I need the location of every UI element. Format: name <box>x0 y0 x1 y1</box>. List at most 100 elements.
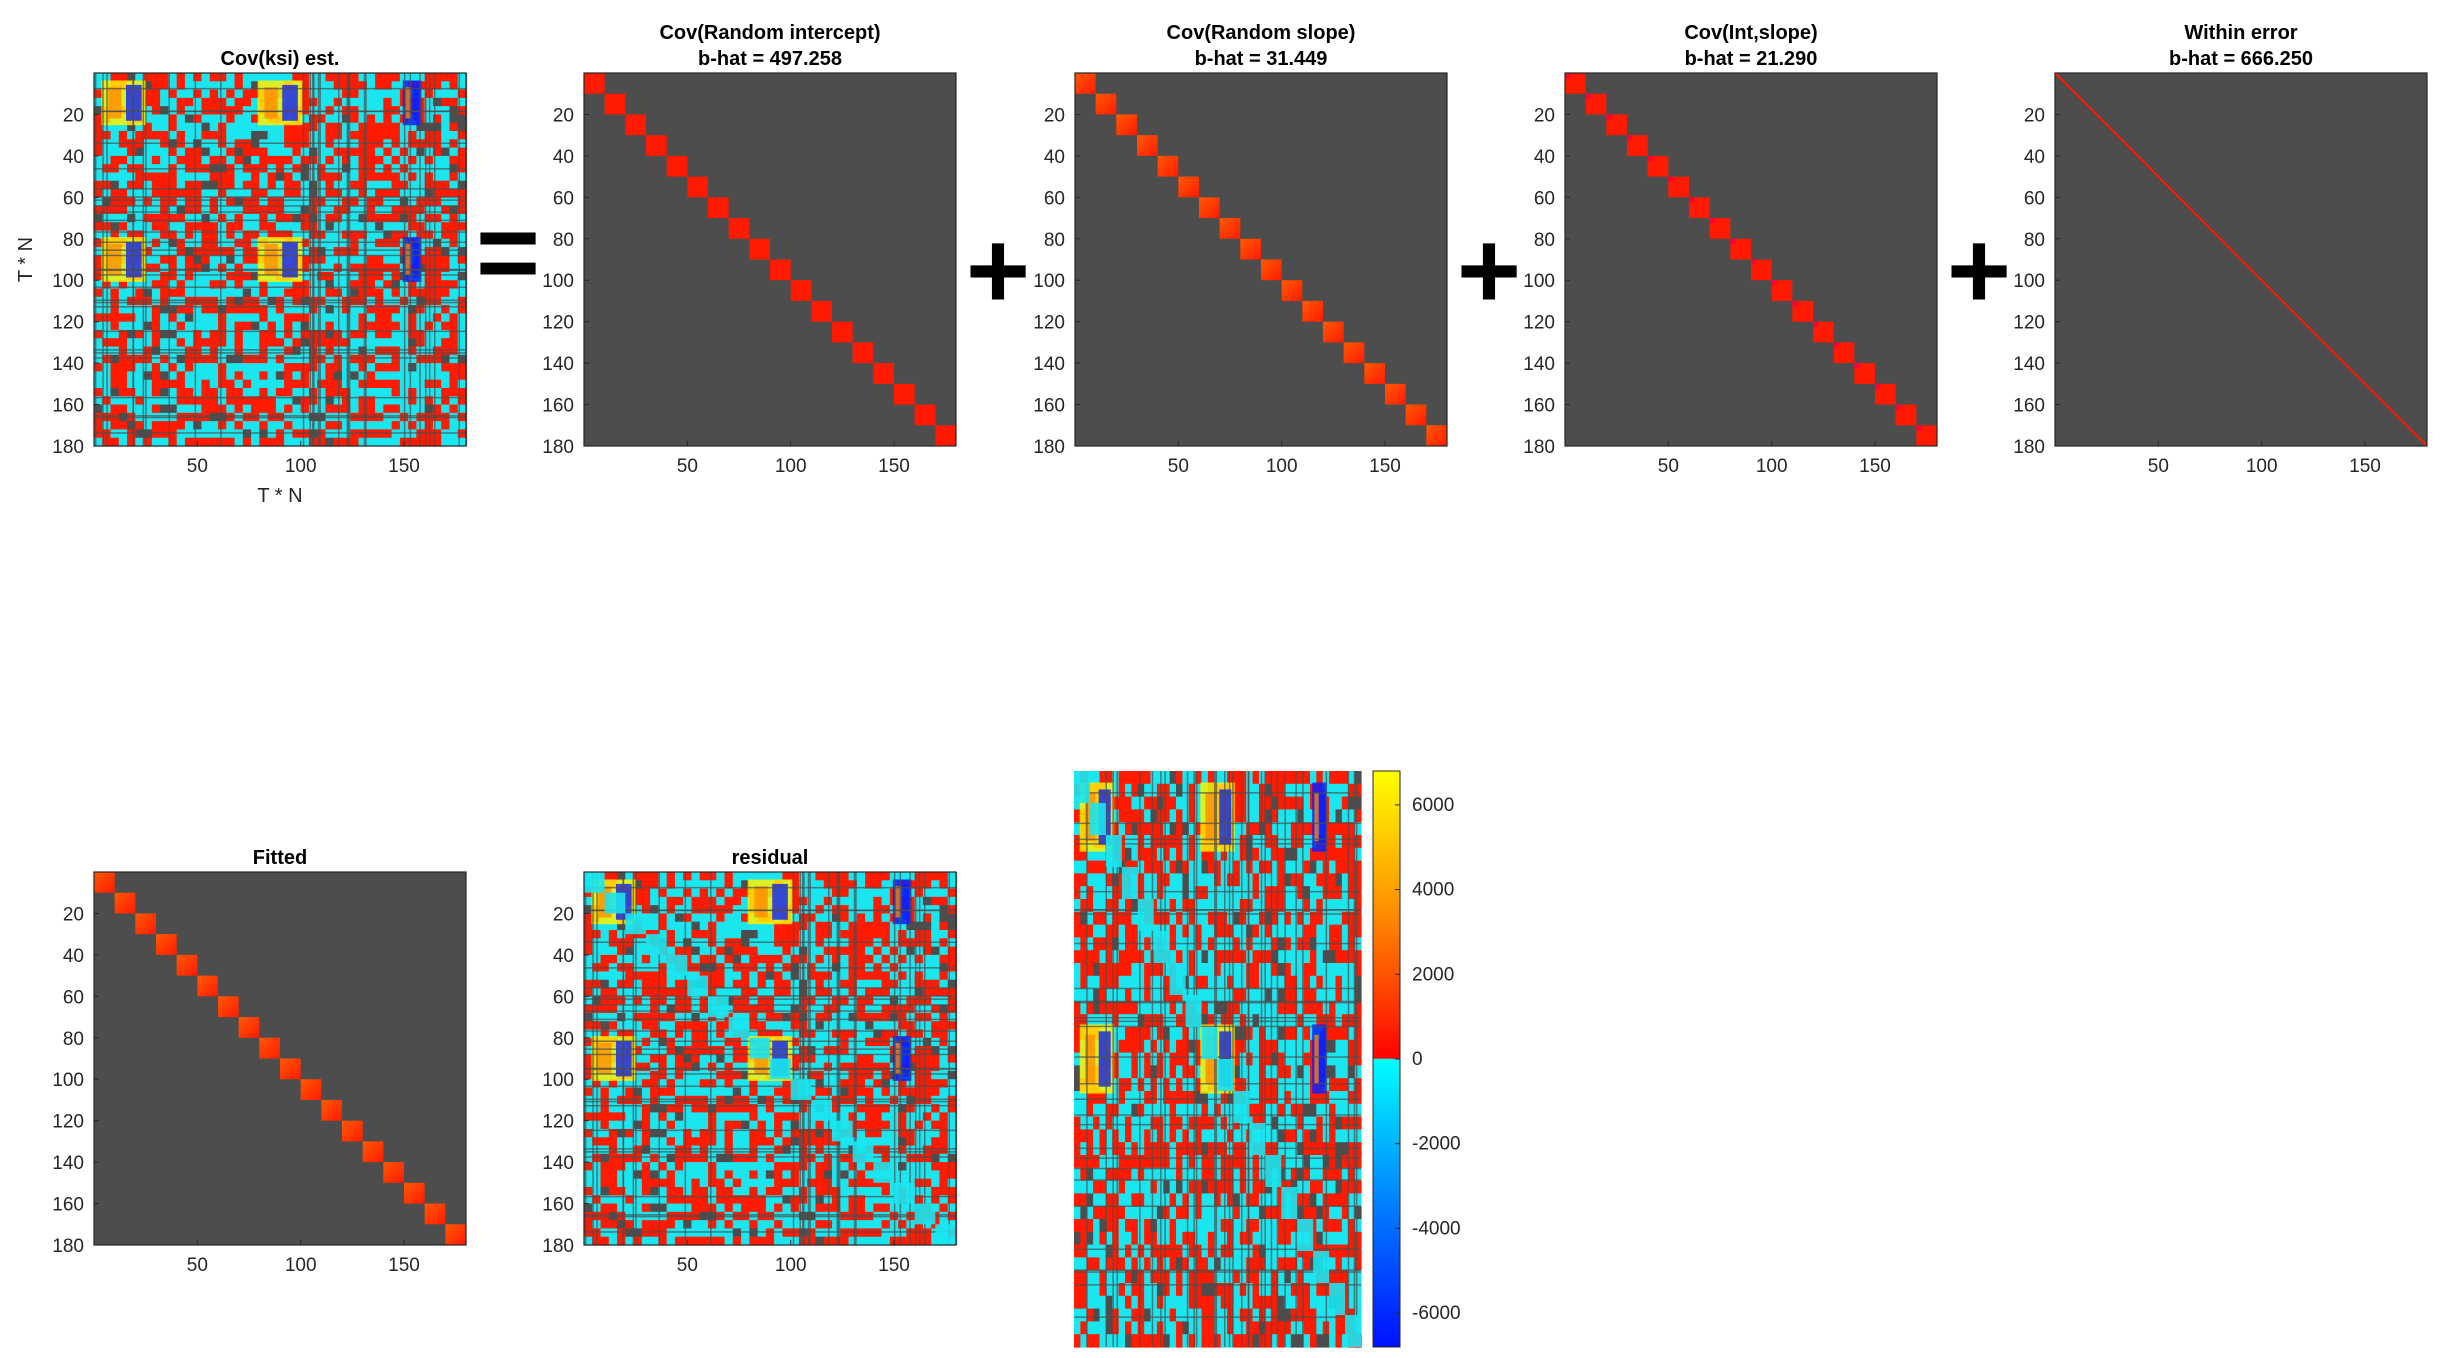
heatmap-cells <box>584 872 958 1246</box>
block <box>362 1141 384 1163</box>
x-tick-label: 100 <box>775 1255 807 1276</box>
block <box>1075 73 1096 94</box>
block <box>238 1017 260 1038</box>
y-tick-label: 80 <box>553 1029 574 1050</box>
block <box>1771 280 1777 286</box>
y-tick-label: 60 <box>63 987 84 1008</box>
block <box>728 218 750 239</box>
block <box>1833 342 1855 364</box>
y-tick-label: 20 <box>63 904 84 925</box>
x-axis-label: T * N <box>257 485 302 507</box>
block <box>1219 218 1241 239</box>
x-tick-label: 100 <box>1266 456 1298 477</box>
chart-title: residual <box>732 847 809 869</box>
block <box>1689 197 1695 203</box>
y-tick-label: 40 <box>553 147 574 168</box>
chart-title: b-hat = 497.258 <box>698 48 842 70</box>
block <box>666 155 688 177</box>
x-tick-label: 100 <box>2246 456 2278 477</box>
block <box>1895 404 1901 410</box>
x-tick-label: 50 <box>187 456 208 477</box>
chart-title: Cov(Int,slope) <box>1684 22 1817 44</box>
block <box>1405 404 1427 426</box>
block <box>218 996 239 1018</box>
equals-sign: = <box>476 191 540 314</box>
y-tick-label: 20 <box>553 105 574 126</box>
block <box>1261 259 1282 281</box>
y-tick-label: 60 <box>2024 188 2045 209</box>
heatmap-cells <box>2054 72 2428 447</box>
block <box>197 975 218 997</box>
block <box>259 1037 280 1059</box>
chart-title: Cov(Random intercept) <box>659 22 880 44</box>
x-tick-label: 50 <box>677 1255 698 1276</box>
block <box>873 363 894 384</box>
y-tick-label: 20 <box>553 904 574 925</box>
block <box>811 300 832 322</box>
colorbar: 6000 4000 2000 0 -2000 -4000 -6000 <box>1372 770 1461 1348</box>
block <box>1813 321 1819 327</box>
y-tick-label: 160 <box>52 396 84 417</box>
y-tick-label: 20 <box>2024 105 2045 126</box>
x-tick-label: 150 <box>388 1255 420 1276</box>
block <box>832 321 853 343</box>
block <box>1813 321 1834 343</box>
y-tick-label: 140 <box>2013 354 2045 375</box>
block <box>1137 135 1158 156</box>
y-tick-label: 160 <box>1033 396 1065 417</box>
y-tick-label: 120 <box>2013 313 2045 334</box>
block <box>176 954 198 976</box>
block <box>894 383 915 405</box>
y-tick-label: 180 <box>2013 437 2045 458</box>
colorbar-tick-label: 6000 <box>1412 795 1454 816</box>
plus-sign: + <box>966 209 1030 332</box>
x-tick-label: 150 <box>388 456 420 477</box>
block <box>935 425 956 446</box>
colorbar-tick-label: 2000 <box>1412 964 1454 985</box>
block <box>1854 363 1875 384</box>
y-tick-label: 160 <box>2013 396 2045 417</box>
heatmap-panel-8 <box>1074 771 1362 1348</box>
heatmap-panel-5: 20 40 60 80 100 120 140 160 180 50 100 150 Within er… <box>2013 22 2428 477</box>
x-tick-label: 150 <box>878 1255 910 1276</box>
x-tick-label: 50 <box>1658 456 1679 477</box>
y-tick-label: 80 <box>1044 230 1065 251</box>
block <box>1199 197 1220 219</box>
block <box>1606 114 1612 120</box>
heatmap-cells <box>1075 73 1447 446</box>
block <box>1627 135 1633 141</box>
block <box>749 238 770 260</box>
x-tick-label: 100 <box>285 456 317 477</box>
y-tick-label: 160 <box>542 396 574 417</box>
y-tick-label: 140 <box>1523 354 1555 375</box>
block <box>1157 155 1179 177</box>
y-tick-label: 180 <box>1033 437 1065 458</box>
block <box>404 1182 425 1204</box>
heatmap-panel-6: 20 40 60 80 100 120 140 160 180 50 100 150 Fitted <box>52 847 467 1276</box>
colorbar-tick-label: -4000 <box>1412 1218 1461 1239</box>
heatmap-cells <box>584 73 956 446</box>
y-tick-label: 180 <box>542 1236 574 1257</box>
y-tick-label: 60 <box>553 188 574 209</box>
block <box>1240 238 1261 260</box>
chart-title: b-hat = 21.290 <box>1685 48 1818 70</box>
block <box>1281 280 1303 301</box>
heatmap-cells <box>94 872 466 1245</box>
x-tick-label: 100 <box>1756 456 1788 477</box>
y-tick-label: 140 <box>52 354 84 375</box>
y-tick-label: 120 <box>542 1112 574 1133</box>
y-tick-label: 40 <box>1534 147 1555 168</box>
block <box>445 1224 466 1245</box>
block <box>1343 342 1365 364</box>
colorbar-tick-label: 4000 <box>1412 880 1454 901</box>
y-tick-label: 140 <box>542 1153 574 1174</box>
block <box>94 872 115 893</box>
y-tick-label: 120 <box>1523 313 1555 334</box>
diagonal-line <box>2054 72 2428 447</box>
y-tick-label: 120 <box>52 313 84 334</box>
block <box>1585 93 1591 99</box>
x-tick-label: 150 <box>878 456 910 477</box>
y-tick-label: 120 <box>542 313 574 334</box>
colorbar-tick-label: 0 <box>1412 1049 1423 1070</box>
plus-sign: + <box>1947 209 2011 332</box>
